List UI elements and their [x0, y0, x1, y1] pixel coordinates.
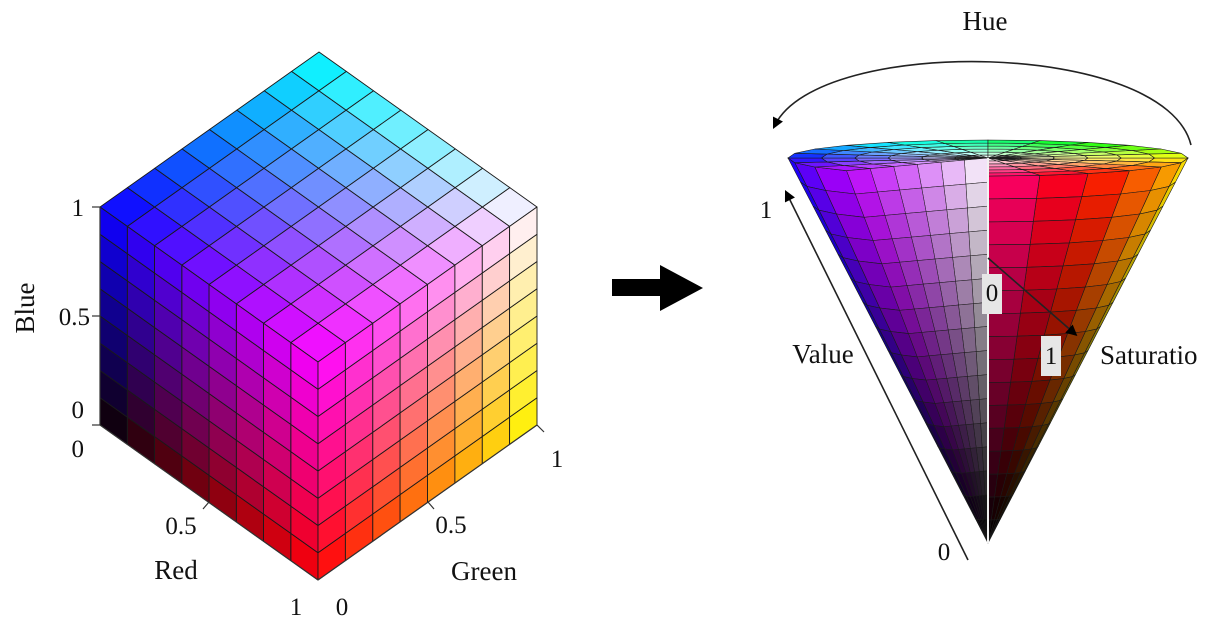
- cone-side-cell: [975, 518, 989, 544]
- green-tick-label-05: 0.5: [435, 512, 466, 539]
- green-axis-label: Green: [451, 556, 517, 586]
- hue-label: Hue: [963, 6, 1008, 36]
- blue-tick-label-0: 0: [72, 397, 85, 424]
- cube-left-face: [99, 206, 319, 581]
- cone-side-cell: [987, 358, 1015, 383]
- cone-cut-plane-right-cell: [943, 183, 968, 211]
- cone-side-cell: [987, 198, 1037, 223]
- cone-top-cell: [853, 157, 893, 162]
- cone-cut-plane-right-cell: [940, 159, 967, 187]
- green-axis-line: [317, 424, 538, 581]
- cone-side-cell: [1026, 242, 1070, 268]
- cone-top-cell: [1051, 155, 1089, 159]
- saturation-tick-1-box: [1041, 336, 1061, 376]
- cone-side-cell: [987, 381, 1011, 406]
- value-tick-label-0: 0: [938, 539, 951, 566]
- cone-cut-plane-right-cell: [967, 205, 989, 233]
- saturation-axis-arrow: [987, 257, 1078, 336]
- green-tick-05: [427, 501, 435, 510]
- green-tick-label-1: 1: [551, 446, 564, 473]
- cone-side-cell: [987, 335, 1018, 360]
- cone-side-cell: [987, 220, 1034, 246]
- cone-top-cell: [1148, 152, 1189, 159]
- cone-side-cell: [987, 175, 1041, 200]
- cone-side-cell: [1029, 219, 1076, 245]
- blue-tick-label-05: 0.5: [59, 304, 90, 331]
- cone-cut-plane-right-cell: [917, 161, 945, 189]
- cone-cut-plane-right-cell: [949, 231, 971, 258]
- hue-arc-arrow: [772, 60, 1192, 146]
- cube-right-cell: [509, 206, 538, 255]
- cone-side-cell: [987, 404, 1008, 429]
- cube-top-cell: [291, 51, 347, 92]
- cone-side-cell: [987, 312, 1021, 337]
- cone-top-cell: [936, 139, 989, 144]
- red-tick-05: [202, 501, 210, 510]
- hsv-cone: [787, 139, 1189, 544]
- cone-cut-plane-right-cell: [974, 326, 989, 352]
- cone-side-cell: [1023, 265, 1064, 291]
- value-tick-label-1: 1: [760, 197, 773, 224]
- cube-top-face: [99, 51, 538, 363]
- cone-top-cell: [1083, 154, 1123, 159]
- red-tick-label-1: 1: [290, 594, 303, 621]
- rgb-cube: [99, 51, 538, 581]
- right-arrow-icon: [612, 265, 703, 311]
- value-axis-label: Value: [792, 339, 853, 369]
- cone-cut-plane-right-cell: [977, 374, 989, 400]
- cone-side-cell: [1032, 196, 1083, 222]
- saturation-axis-label: Saturatio: [1100, 340, 1197, 370]
- cone-cut-plane-right-cell: [946, 207, 970, 234]
- cone-cut-plane-right-cell: [964, 157, 989, 185]
- blue-tick-label-1: 1: [72, 195, 85, 222]
- red-axis-label: Red: [154, 555, 198, 585]
- cone-cut-plane-right-cell: [968, 229, 989, 257]
- green-tick-label-0: 0: [336, 594, 349, 621]
- red-tick-label-0: 0: [72, 436, 85, 463]
- blue-axis-label: Blue: [10, 282, 40, 333]
- cone-cut-plane-right-cell: [975, 350, 989, 376]
- cone-top-cell: [820, 157, 861, 163]
- cube-axes: [92, 206, 545, 581]
- cone-top-cell: [1115, 153, 1156, 159]
- red-tick-label-05: 0.5: [165, 513, 196, 540]
- value-axis-arrow: [784, 189, 969, 561]
- cone-cut-plane-right-cell: [952, 255, 973, 282]
- saturation-tick-0-box: [982, 274, 1002, 314]
- cone-side-cell: [1036, 173, 1089, 199]
- cone-cut-plane-right-cell: [965, 181, 989, 209]
- saturation-tick-label-0: 0: [986, 280, 999, 307]
- cone-top-cell: [887, 157, 925, 161]
- cone-top-cell: [787, 157, 828, 164]
- green-tick-1: [536, 424, 545, 433]
- saturation-tick-label-1: 1: [1045, 343, 1058, 370]
- cube-right-face: [317, 206, 538, 581]
- cone-cut-plane-right-cell: [978, 519, 989, 544]
- cone-top-cell: [987, 172, 1040, 177]
- cone-cutaway: [846, 157, 989, 544]
